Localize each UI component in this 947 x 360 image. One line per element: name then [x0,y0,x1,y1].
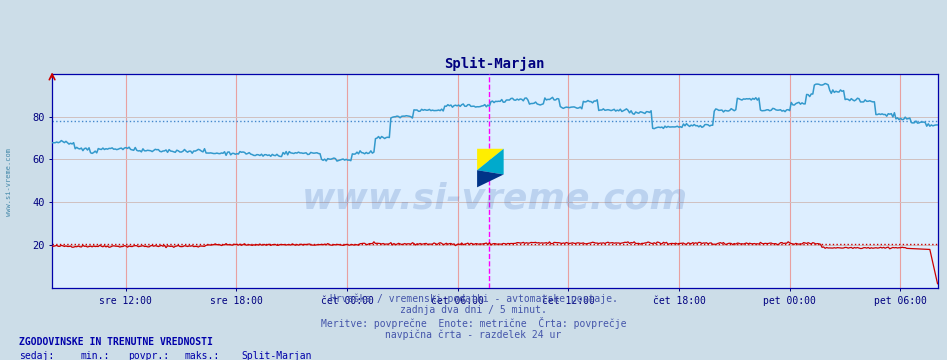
Text: povpr.:: povpr.: [128,351,169,360]
Text: ZGODOVINSKE IN TRENUTNE VREDNOSTI: ZGODOVINSKE IN TRENUTNE VREDNOSTI [19,337,213,347]
Polygon shape [477,170,504,187]
Title: Split-Marjan: Split-Marjan [444,57,545,71]
Text: www.si-vreme.com: www.si-vreme.com [7,148,12,216]
Polygon shape [477,149,504,175]
Text: min.:: min.: [80,351,110,360]
Text: Hrvaška / vremenski podatki - avtomatske postaje.: Hrvaška / vremenski podatki - avtomatske… [330,293,617,304]
Polygon shape [477,149,504,170]
Text: zadnja dva dni / 5 minut.: zadnja dva dni / 5 minut. [400,305,547,315]
Text: sedaj:: sedaj: [19,351,54,360]
Text: navpična črta - razdelek 24 ur: navpična črta - razdelek 24 ur [385,329,562,339]
Text: www.si-vreme.com: www.si-vreme.com [302,181,688,215]
Text: maks.:: maks.: [185,351,220,360]
Text: Split-Marjan: Split-Marjan [241,351,312,360]
Text: Meritve: povprečne  Enote: metrične  Črta: povprečje: Meritve: povprečne Enote: metrične Črta:… [321,317,626,329]
